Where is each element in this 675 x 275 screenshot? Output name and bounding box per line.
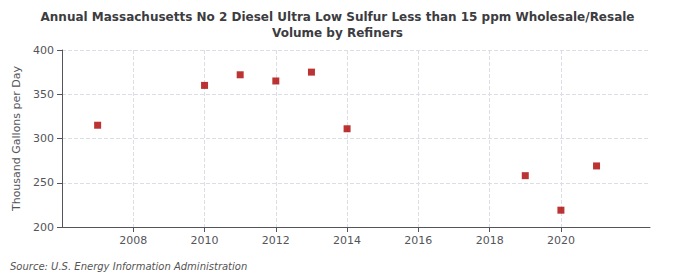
svg-text:2014: 2014 [333,234,361,247]
svg-text:350: 350 [33,88,54,101]
svg-text:400: 400 [33,44,54,57]
svg-text:Thousand Gallons per Day: Thousand Gallons per Day [10,65,23,212]
svg-text:2016: 2016 [404,234,432,247]
svg-text:300: 300 [33,132,54,145]
svg-text:2012: 2012 [262,234,290,247]
svg-text:Source: U.S. Energy Informatio: Source: U.S. Energy Information Administ… [10,261,247,272]
svg-text:2018: 2018 [476,234,504,247]
svg-text:2008: 2008 [119,234,147,247]
svg-text:2020: 2020 [547,234,575,247]
svg-text:2010: 2010 [191,234,219,247]
svg-text:200: 200 [33,221,54,234]
svg-text:250: 250 [33,176,54,189]
svg-text:Annual Massachusetts No 2 Dies: Annual Massachusetts No 2 Diesel Ultra L… [41,10,635,24]
svg-text:Volume by Refiners: Volume by Refiners [272,26,403,40]
